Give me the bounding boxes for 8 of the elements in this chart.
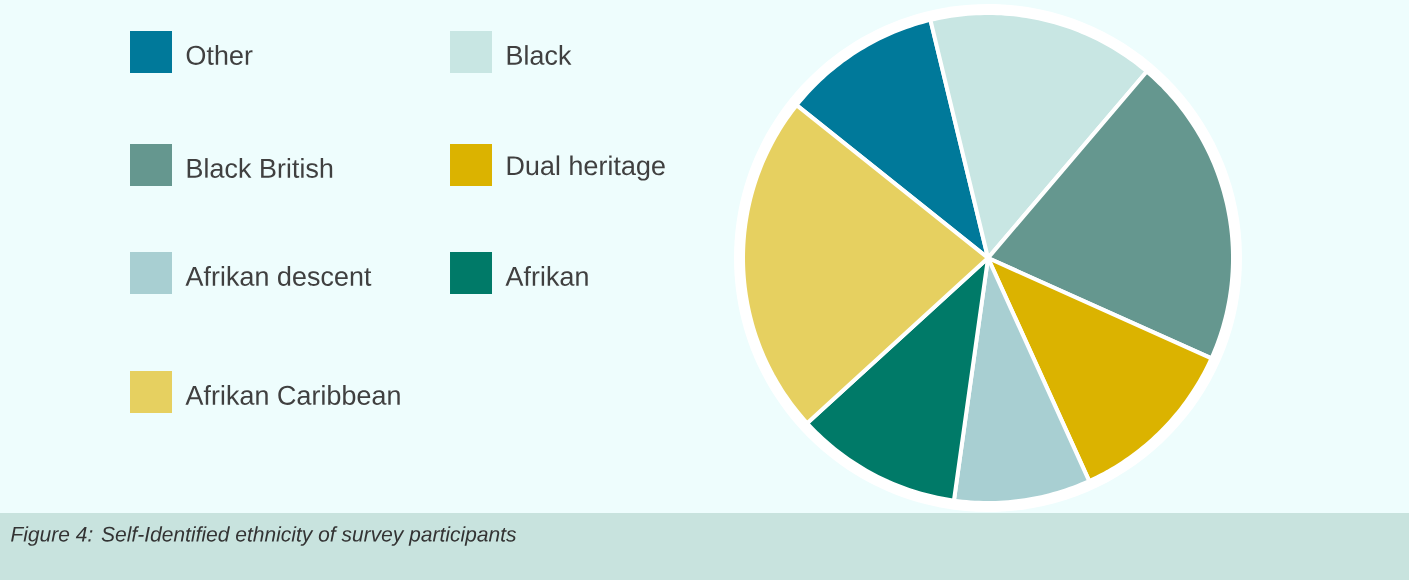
legend-label: Other [186,45,253,65]
legend-label: Afrikan Caribbean [185,385,400,405]
legend-label: Black [507,45,572,65]
legend-label: Dual heritage [507,155,665,181]
legend-label: Afrikan [505,266,588,286]
caption: Figure 4: Self-Identified ethnicity of survey participants [11,526,517,546]
legend-label: Black British [187,158,333,178]
legend-label: Afrikan descent [185,266,372,286]
